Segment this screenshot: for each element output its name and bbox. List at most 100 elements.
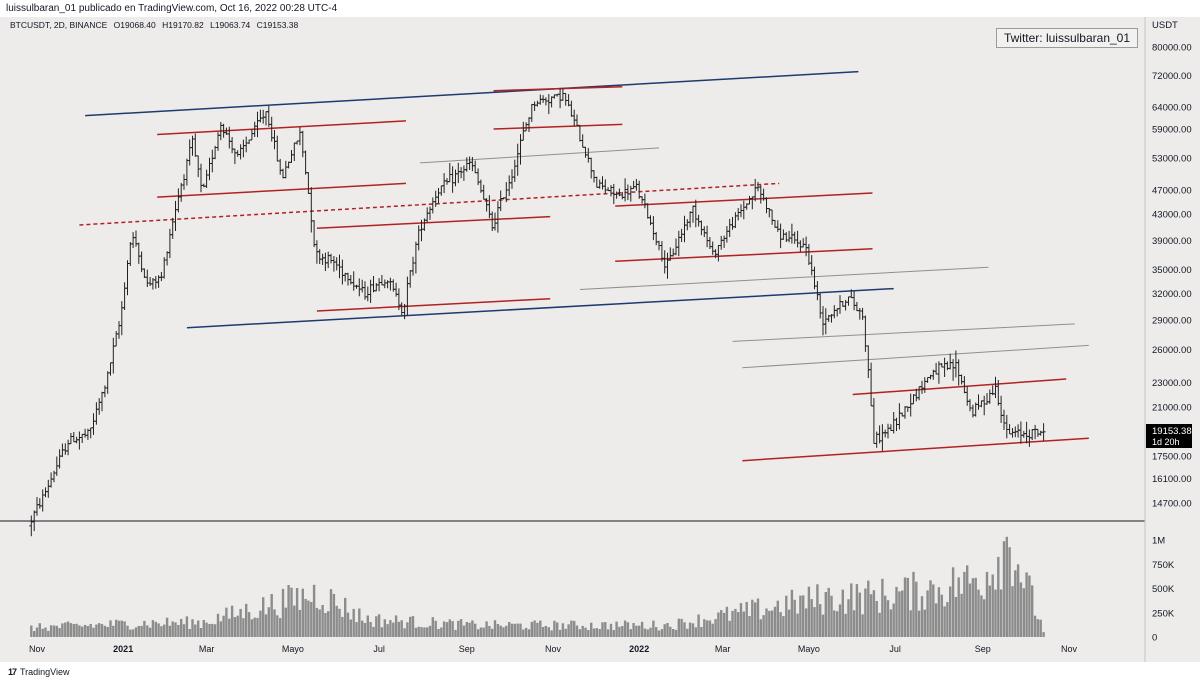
symbol-label: BTCUSDT, 2D, BINANCE — [10, 20, 108, 30]
trendline-red-5[interactable] — [316, 297, 551, 312]
volume-bar — [414, 627, 418, 637]
volume-bar — [796, 613, 799, 637]
candle — [707, 237, 712, 249]
candle — [806, 244, 811, 265]
trendline-red-6[interactable] — [493, 86, 623, 92]
volume-bar — [1008, 547, 1011, 637]
volume-bar — [426, 627, 429, 637]
trendline-red-9[interactable] — [79, 182, 780, 226]
volume-bar — [544, 625, 548, 637]
volume-bar — [838, 604, 842, 637]
candle — [982, 395, 987, 416]
trendlines — [79, 70, 1089, 462]
volume-bar — [279, 618, 282, 637]
volume-bar — [666, 623, 669, 637]
trendline-red-4[interactable] — [316, 215, 551, 229]
volume-bar — [669, 626, 672, 637]
candle — [105, 371, 110, 394]
volume-bar — [714, 619, 717, 637]
volume-bar — [864, 588, 867, 637]
trendline-red-7[interactable] — [493, 123, 623, 130]
volume-bar — [621, 626, 624, 637]
volume-bar — [920, 596, 924, 637]
candle — [467, 156, 472, 170]
trendline-red-11[interactable] — [615, 248, 873, 262]
candle — [580, 134, 585, 148]
candle — [91, 413, 96, 435]
volume-bar — [816, 584, 819, 637]
volume-bar — [61, 623, 64, 637]
candle — [450, 166, 455, 193]
volume-bar — [295, 588, 299, 637]
volume-bar — [64, 622, 67, 637]
volume-bar — [363, 623, 367, 637]
volume-bar — [474, 623, 477, 637]
volume-bar — [855, 584, 859, 637]
volume-bar — [112, 625, 115, 637]
volume-bar — [530, 621, 533, 637]
candle — [278, 158, 283, 175]
volume-bar — [100, 624, 104, 637]
volume-bar — [344, 597, 347, 637]
candle — [428, 206, 432, 220]
trendline-red-10[interactable] — [615, 192, 873, 207]
volume-bar — [657, 630, 661, 637]
candle — [1016, 424, 1021, 438]
volume-bar — [83, 624, 87, 637]
volume-bar — [923, 609, 926, 637]
price-tick-label: 29000.00 — [1152, 316, 1192, 327]
volume-bar — [643, 628, 647, 637]
last-price-background — [1146, 424, 1192, 448]
volume-bar — [751, 599, 754, 637]
volume-bar — [129, 629, 132, 637]
volume-bar — [369, 622, 372, 637]
volume-bar — [799, 595, 802, 637]
candle — [249, 129, 254, 141]
trendline-red-2[interactable] — [157, 120, 407, 136]
trendline-gray-14[interactable] — [742, 344, 1089, 369]
volume-bar — [505, 625, 508, 637]
volume-bar — [1011, 586, 1014, 637]
volume-bar — [612, 630, 615, 637]
volume-bar — [233, 617, 237, 637]
candle — [430, 197, 435, 214]
candle — [724, 226, 729, 243]
volume-bar — [844, 613, 847, 637]
candle — [68, 433, 73, 445]
volume-bar — [174, 622, 177, 637]
volume-bar — [558, 629, 562, 637]
volume-bar — [878, 612, 881, 637]
candle — [77, 431, 82, 450]
candle — [357, 278, 362, 297]
trendline-gray-8[interactable] — [420, 147, 660, 164]
candle — [727, 218, 732, 237]
volume-bar — [324, 613, 327, 637]
trendline-navy-1[interactable] — [186, 287, 894, 329]
candle — [962, 376, 967, 394]
candle — [1018, 421, 1023, 444]
volume-bar — [903, 577, 907, 637]
trendline-red-16[interactable] — [742, 437, 1089, 462]
chart[interactable]: USDT 80000.00 72000.00 64000.00 59000.00 530… — [0, 17, 1200, 662]
trendline-navy-0[interactable] — [85, 70, 859, 117]
volume-bar — [148, 627, 152, 637]
volume-bar — [516, 623, 519, 637]
candle — [682, 215, 687, 243]
volume-bar — [273, 609, 276, 637]
volume-bar — [66, 621, 70, 637]
volume-bar — [335, 605, 338, 637]
volume-bar — [151, 620, 155, 637]
trendline-gray-12[interactable] — [579, 266, 989, 290]
candle — [351, 271, 356, 291]
candle — [379, 275, 384, 286]
candle — [43, 487, 48, 498]
trendline-gray-13[interactable] — [732, 323, 1075, 342]
volume-bar — [134, 627, 138, 637]
volume-bars — [30, 536, 1045, 637]
volume-bar — [1019, 582, 1023, 637]
trendline-red-15[interactable] — [852, 378, 1067, 396]
trendline-red-3[interactable] — [157, 182, 407, 198]
volume-bar — [1022, 588, 1025, 637]
candle — [408, 270, 413, 288]
volume-bar — [971, 578, 975, 637]
